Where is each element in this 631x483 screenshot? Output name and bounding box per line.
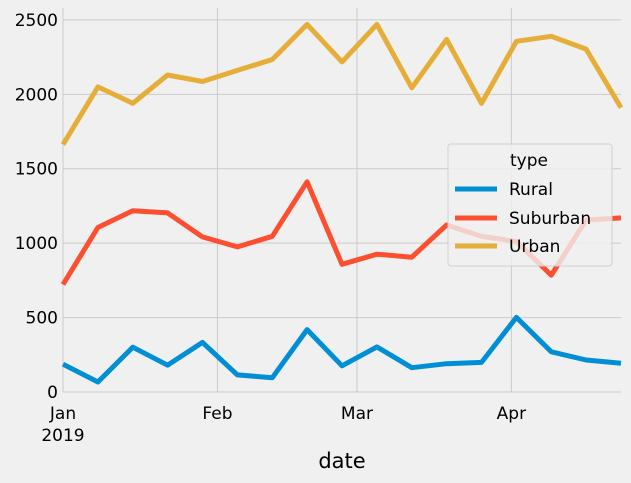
series-line-urban (60, 21, 624, 146)
x-tick-label: Apr (497, 404, 526, 424)
x-tick-label: Mar (341, 404, 373, 424)
x-tick-label: Feb (202, 404, 232, 424)
series-line-rural (61, 314, 622, 385)
legend-box (447, 143, 613, 267)
x-tick-label: Jan (49, 404, 76, 424)
x-tick-sublabel: 2019 (41, 426, 84, 446)
legend-title: type (510, 151, 548, 171)
x-axis-title: date (318, 449, 365, 473)
legend-label-suburban: Suburban (509, 209, 591, 229)
y-tick-label: 1000 (15, 234, 58, 254)
legend-label-urban: Urban (509, 237, 560, 257)
y-tick-label: 500 (26, 309, 58, 329)
legend-label-rural: Rural (509, 180, 553, 200)
y-tick-label: 2500 (15, 11, 58, 31)
y-tick-label: 0 (47, 383, 58, 403)
y-tick-labels: 0 500 1000 1500 2000 2500 (15, 11, 58, 403)
y-tick-label: 1500 (15, 160, 58, 180)
legend: type Rural Suburban Urban (447, 143, 613, 267)
y-tick-label: 2000 (15, 85, 58, 105)
